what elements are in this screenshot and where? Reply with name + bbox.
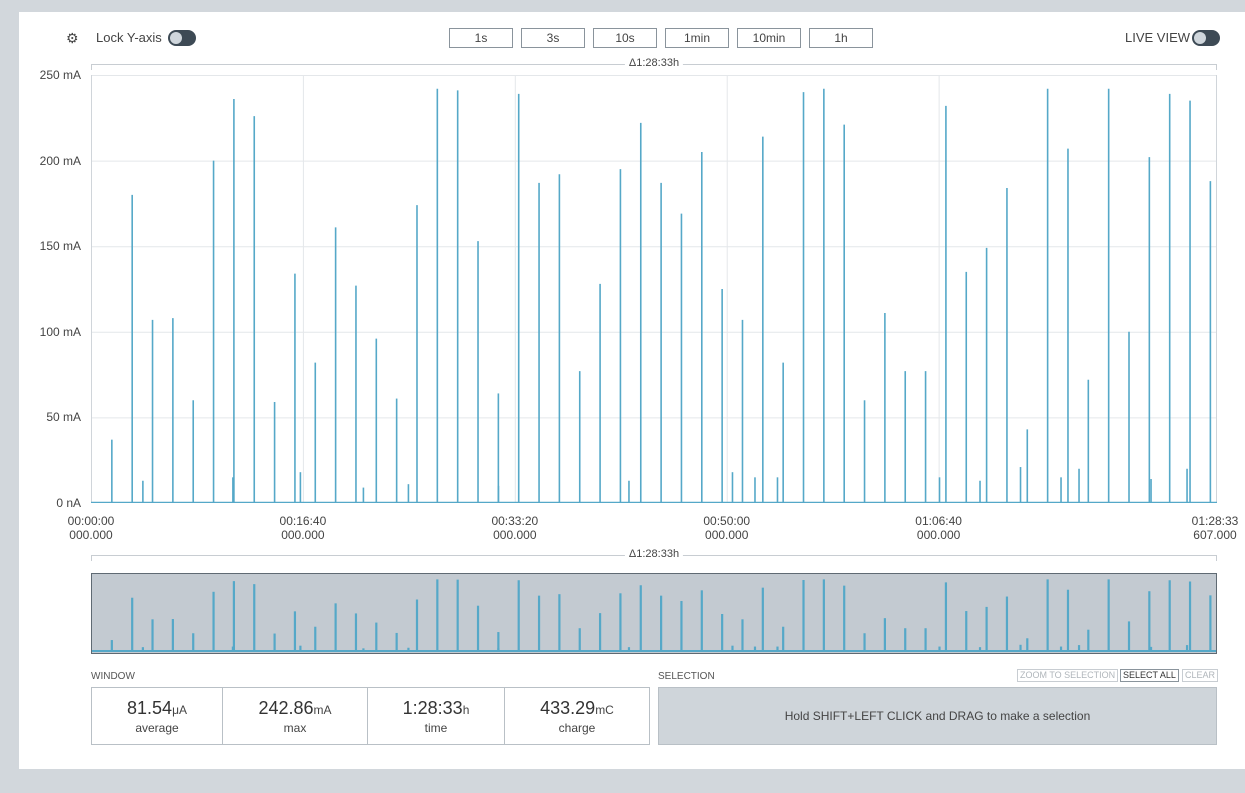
overview-minimap[interactable] — [91, 573, 1217, 654]
duration-bracket-bottom-left — [91, 555, 92, 561]
x-tick-label: 00:33:20 000.000 — [491, 514, 538, 542]
y-tick-label: 100 mA — [39, 324, 81, 339]
stat-average-unit: μA — [172, 703, 187, 717]
power-profiler-panel: ⚙ Lock Y-axis 1s 3s 10s 1min 10min 1h LI… — [19, 12, 1245, 769]
stat-average-label: average — [135, 721, 179, 735]
duration-bracket-left — [91, 64, 92, 70]
lock-y-axis-toggle[interactable] — [168, 30, 196, 46]
x-tick-ms: 000.000 — [281, 528, 325, 542]
duration-bracket-right — [1216, 64, 1217, 70]
selection-hint-box[interactable]: Hold SHIFT+LEFT CLICK and DRAG to make a… — [658, 687, 1217, 745]
x-tick-ms: 000.000 — [916, 528, 961, 542]
x-tick-label: 01:28:33 607.000 — [1192, 514, 1239, 542]
x-tick-time: 01:28:33 — [1191, 514, 1239, 528]
x-tick-label: 00:50:00 000.000 — [703, 514, 750, 542]
stat-time-unit: h — [462, 703, 470, 717]
x-tick-label: 01:06:40 000.000 — [915, 514, 962, 542]
time-button-1s[interactable]: 1s — [449, 28, 513, 48]
stat-charge-label: charge — [558, 721, 596, 735]
select-all-button[interactable]: SELECT ALL — [1120, 669, 1179, 682]
zoom-to-selection-button[interactable]: ZOOM TO SELECTION — [1017, 669, 1119, 682]
stat-charge-unit: mC — [595, 703, 614, 717]
x-tick-time: 00:16:40 — [279, 514, 327, 528]
window-section-title: WINDOW — [91, 671, 135, 682]
duration-label-bottom: Δ1:28:33h — [624, 548, 684, 560]
y-tick-label: 150 mA — [39, 239, 81, 254]
selection-section-title: SELECTION — [658, 671, 715, 682]
stat-average: 81.54μA average — [91, 687, 223, 745]
stat-average-value: 81.54 — [127, 698, 173, 718]
gear-icon[interactable]: ⚙ — [66, 30, 79, 46]
stat-max-unit: mA — [313, 703, 332, 717]
stat-time-label: time — [424, 721, 448, 735]
time-button-10s[interactable]: 10s — [593, 28, 657, 48]
x-tick-label: 00:16:40 000.000 — [280, 514, 327, 542]
stat-charge: 433.29mC charge — [504, 687, 650, 745]
stat-max-label: max — [283, 721, 307, 735]
x-tick-ms: 000.000 — [705, 528, 749, 542]
x-tick-label: 00:00:00 000.000 — [68, 514, 115, 542]
stat-time-value: 1:28:33 — [402, 698, 463, 718]
time-button-3s[interactable]: 3s — [521, 28, 585, 48]
y-tick-label: 50 mA — [46, 410, 81, 425]
stat-max: 242.86mA max — [222, 687, 368, 745]
duration-label-top: Δ1:28:33h — [624, 57, 684, 69]
y-tick-label: 0 nA — [56, 496, 81, 510]
time-button-10min[interactable]: 10min — [737, 28, 801, 48]
x-tick-ms: 607.000 — [1193, 528, 1237, 542]
x-tick-time: 00:50:00 — [703, 514, 751, 528]
current-chart[interactable] — [91, 75, 1217, 503]
x-tick-ms: 000.000 — [493, 528, 537, 542]
live-view-toggle[interactable] — [1192, 30, 1220, 46]
time-button-1h[interactable]: 1h — [809, 28, 873, 48]
lock-y-axis-label: Lock Y-axis — [96, 30, 162, 45]
x-tick-time: 01:06:40 — [915, 514, 962, 528]
minimap-background — [91, 573, 1217, 654]
clear-button[interactable]: CLEAR — [1182, 669, 1219, 682]
time-button-1min[interactable]: 1min — [665, 28, 729, 48]
x-tick-time: 00:33:20 — [491, 514, 539, 528]
y-tick-label: 250 mA — [39, 68, 81, 82]
stat-charge-value: 433.29 — [540, 698, 596, 718]
y-tick-label: 200 mA — [39, 153, 81, 168]
stat-max-value: 242.86 — [258, 698, 314, 718]
stat-time: 1:28:33h time — [367, 687, 505, 745]
x-tick-ms: 000.000 — [69, 528, 113, 542]
live-view-label: LIVE VIEW — [1125, 30, 1191, 45]
duration-bracket-bottom-right — [1216, 555, 1217, 561]
x-tick-time: 00:00:00 — [67, 514, 115, 528]
